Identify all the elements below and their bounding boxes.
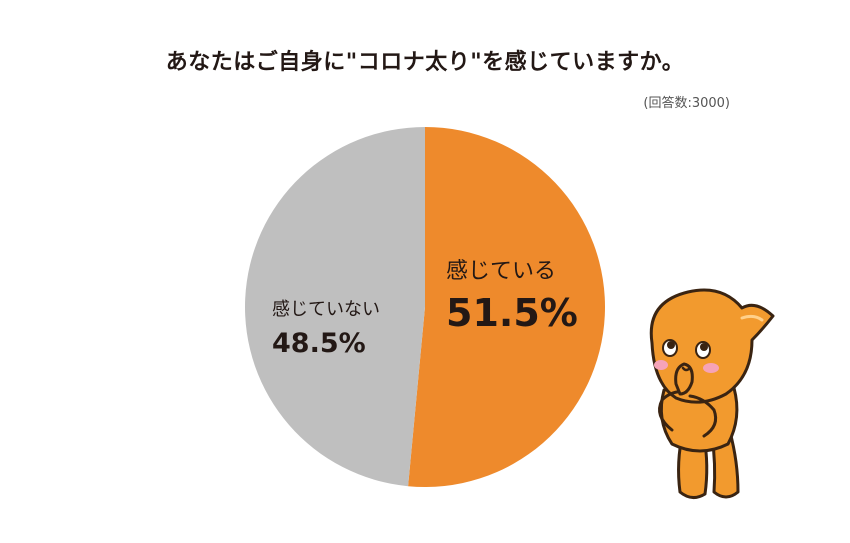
slice-value-not-feel: 48.5% bbox=[272, 328, 366, 359]
slice-value-feel: 51.5% bbox=[446, 291, 578, 335]
pie-slices bbox=[245, 127, 605, 487]
mascot-face bbox=[654, 339, 719, 373]
response-count-note: (回答数:3000) bbox=[643, 96, 730, 111]
pie-slice-not-feel bbox=[245, 127, 425, 487]
slice-label-feel: 感じている bbox=[446, 259, 556, 284]
chart-title: あなたはご自身に"コロナ太り"を感じていますか。 bbox=[165, 50, 685, 75]
slice-label-not-feel: 感じていない bbox=[272, 299, 380, 320]
pie-slice-feel bbox=[408, 127, 605, 487]
pie-labels: 感じている 51.5% 感じていない 48.5% bbox=[272, 259, 578, 359]
mascot-body bbox=[649, 288, 775, 499]
